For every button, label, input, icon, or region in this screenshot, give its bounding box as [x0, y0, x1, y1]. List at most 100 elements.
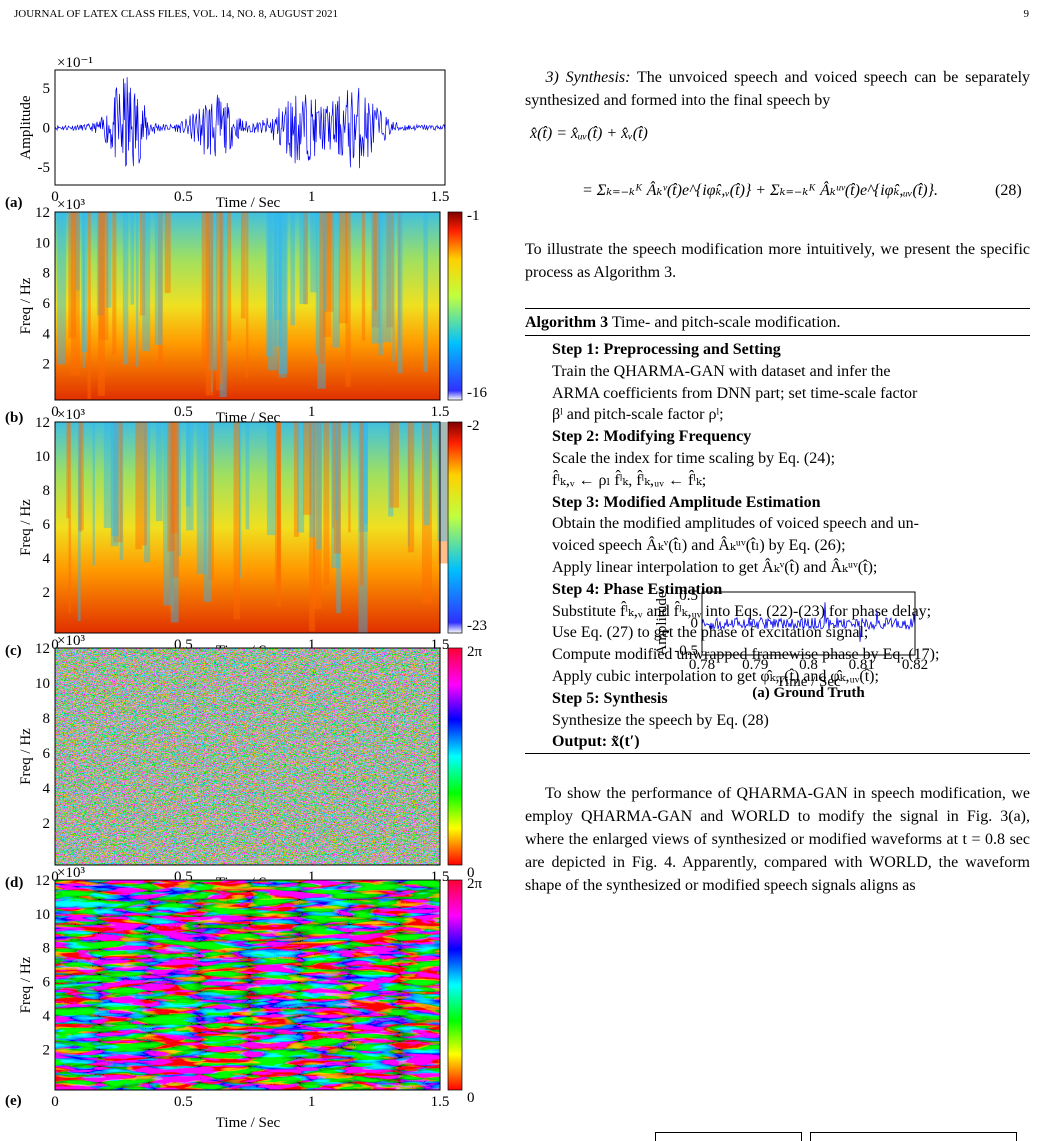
equation-number: (28) [995, 182, 1022, 199]
spectrogram-stripe [334, 422, 338, 520]
spectrogram-stripe [423, 422, 430, 526]
x-tick-label: 0 [51, 1094, 59, 1110]
spectrogram-stripe [208, 422, 214, 581]
spectrogram-stripe [177, 422, 181, 557]
spectrogram-stripe [348, 422, 351, 533]
section-paragraph: 3) Synthesis: The unvoiced speech and vo… [525, 66, 1030, 112]
spectrogram-stripe [315, 212, 319, 355]
spectrogram-stripe [171, 422, 178, 534]
spectrogram-stripe [113, 422, 123, 543]
spectrogram-stripe [299, 212, 307, 305]
axis-scale: ×10³ [57, 633, 85, 649]
spectrogram-stripe [105, 212, 112, 308]
spectrogram-stripe [331, 422, 335, 529]
colorbar [447, 211, 463, 401]
equation-line: = Σₖ₌₋ₖᴷ Âₖᵛ(t̂)e^{iφ̂ₖ,ᵥ(t̂)} + Σₖ₌₋ₖᴷ … [582, 182, 938, 199]
y-tick-label: 8 [43, 711, 51, 727]
spectrogram-stripe [421, 422, 432, 605]
spectrogram-stripe [276, 422, 281, 607]
spectrogram-stripe [92, 422, 95, 566]
x-axis-label: Time / Sec [216, 195, 281, 211]
algorithm-line: Obtain the modified amplitudes of voiced… [552, 515, 920, 533]
x-tick-label: 0.78 [689, 657, 715, 673]
spectrogram-stripe [77, 422, 81, 622]
spectrogram [55, 212, 440, 400]
running-header: JOURNAL OF LATEX CLASS FILES, VOL. 14, N… [14, 8, 339, 20]
spectrogram-stripe [274, 422, 282, 591]
spectrogram-stripe [303, 212, 309, 305]
y-tick-label: 0 [43, 121, 51, 137]
y-axis-label: Freq / Hz [18, 499, 34, 556]
spectrogram-stripe [323, 212, 332, 337]
rule [525, 308, 1030, 309]
spectrogram-stripe [331, 422, 340, 568]
spectrogram-stripe [319, 212, 325, 364]
x-tick-label: 0.79 [742, 657, 768, 673]
spectrogram-stripe [210, 212, 214, 392]
spectrogram-stripe [358, 422, 368, 633]
spectrogram-stripe [99, 212, 109, 341]
spectrogram-stripe [397, 212, 403, 374]
algorithm-step: Output: x̃(t′) [552, 733, 640, 751]
spectrogram-stripe [78, 422, 82, 532]
x-tick-label: 0 [51, 869, 59, 885]
spectrogram-stripe [172, 422, 180, 578]
spectrogram-stripe [333, 422, 341, 554]
spectrogram-stripe [144, 422, 151, 563]
spectrogram-stripe [169, 422, 175, 613]
spectrogram-stripe [266, 212, 273, 357]
spectrogram-stripe [70, 212, 80, 376]
plot-frame [54, 421, 441, 634]
spectrogram-stripe [57, 212, 66, 365]
y-tick-label: 5 [43, 81, 51, 97]
x-tick-label: 0.81 [849, 657, 875, 673]
spectrogram-stripe [233, 422, 240, 620]
spectrogram-stripe [373, 212, 377, 311]
spectrogram-stripe [407, 422, 410, 547]
x-tick-label: 0 [51, 189, 59, 205]
spectrogram-stripe [135, 422, 142, 550]
axis-scale: ×10³ [57, 407, 85, 423]
algorithm-line: Apply linear interpolation to get Âₖᵛ(t̂… [552, 558, 878, 576]
spectrogram-stripe [139, 212, 146, 316]
x-tick-label: 1 [308, 869, 316, 885]
algorithm-line: Apply cubic interpolation to get φ̂ₖ,ᵥ(t… [552, 667, 879, 685]
rule [525, 335, 1030, 336]
y-tick-label: 4 [43, 551, 51, 567]
spectrogram-stripe [332, 212, 340, 348]
x-tick-label: 1 [308, 637, 316, 653]
algorithm-line: Substitute f̂ˡₖ,ᵥ and f̂ˡₖ,ᵤᵥ into Eqs. … [552, 602, 932, 620]
spectrogram-stripe [130, 212, 135, 305]
spectrogram-stripe [325, 212, 334, 312]
y-tick-label: 10 [35, 907, 50, 923]
y-tick-label: 2 [43, 816, 51, 832]
spectrogram-stripe [382, 212, 392, 343]
x-tick-label: 0.5 [174, 404, 193, 420]
y-tick-label: 2 [43, 357, 51, 373]
subfigure-caption: (a) Ground Truth [752, 685, 865, 701]
algorithm-caption: Time- and pitch-scale modification. [611, 314, 841, 331]
spectrogram [55, 422, 440, 633]
x-tick-label: 0.5 [174, 1094, 193, 1110]
paragraph: To illustrate the speech modification mo… [525, 241, 1030, 281]
spectrogram-stripe [226, 212, 232, 342]
spectrogram-stripe [245, 422, 250, 530]
spectrogram-stripe [276, 422, 281, 581]
spectrogram-stripe [358, 422, 369, 532]
algorithm-line: βˡ and pitch-scale factor ρˡ; [552, 406, 724, 424]
spectrogram-stripe [219, 212, 223, 384]
y-tick-label: 6 [43, 975, 51, 991]
spectrogram-stripe [360, 422, 364, 586]
spectrogram-stripe [87, 212, 91, 399]
spectrogram-stripe [338, 212, 348, 324]
spectrogram-stripe [371, 212, 382, 344]
x-tick-label: 1 [308, 1094, 316, 1110]
x-tick-label: 1 [308, 404, 316, 420]
y-tick-label: 0.5 [679, 588, 698, 604]
plot-frame [54, 647, 441, 866]
y-tick-label: 8 [43, 483, 51, 499]
y-tick-label: 12 [35, 873, 50, 889]
algorithm-step: Step 4: Phase Estimation [552, 580, 723, 598]
section-heading: 3) Synthesis: [545, 69, 631, 86]
